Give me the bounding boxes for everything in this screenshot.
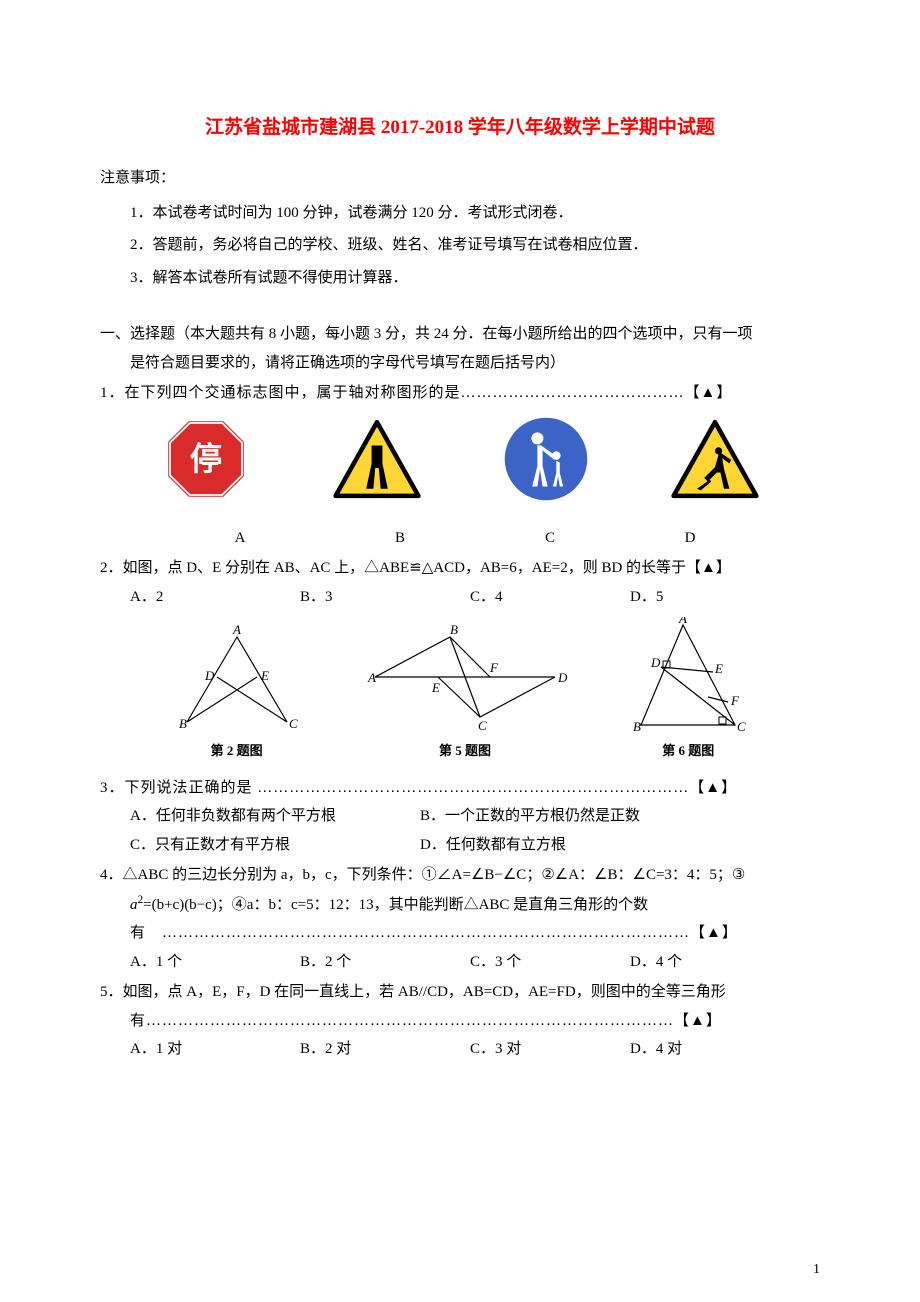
sign-pedestrian-icon [503, 416, 589, 502]
notice-item-3: 3．解答本试卷所有试题不得使用计算器． [100, 264, 820, 293]
q3-opt-c: C．只有正数才有平方根 [130, 831, 420, 860]
question-1: 1．在下列四个交通标志图中，属于轴对称图形的是……………………………………【▲】 [100, 379, 820, 408]
q4-opt-a: A．1 个 [130, 948, 300, 977]
notice-item-2: 2．答题前，务必将自己的学校、班级、姓名、准考证号填写在试卷相应位置． [100, 231, 820, 260]
q1-options: A B C D [100, 524, 820, 553]
svg-text:E: E [260, 668, 269, 683]
exam-title: 江苏省盐城市建湖县 2017-2018 学年八年级数学上学期中试题 [100, 110, 820, 146]
q1-opt-a: A [160, 524, 320, 553]
svg-text:A: A [678, 617, 687, 626]
sign-stop-icon: 停 [161, 414, 251, 504]
q4-a-italic: a [130, 897, 138, 913]
q2-opt-a: A．2 [130, 583, 300, 612]
exam-page: 江苏省盐城市建湖县 2017-2018 学年八年级数学上学期中试题 注意事项： … [0, 0, 920, 1302]
q1-opt-b: B [320, 524, 480, 553]
svg-text:B: B [179, 716, 187, 731]
svg-text:C: C [478, 718, 487, 732]
svg-text:D: D [204, 668, 215, 683]
svg-text:D: D [557, 670, 568, 685]
q1-opt-c: C [480, 524, 620, 553]
svg-text:C: C [737, 719, 746, 734]
svg-text:F: F [489, 660, 499, 675]
svg-text:A: A [232, 622, 241, 637]
figure-captions: 第 2 题图 第 5 题图 第 6 题图 [100, 739, 820, 764]
q4-line2-mid: =(b+c)(b−c)；④a：b：c=5：12：13，其中能判断△ABC 是直角… [143, 897, 648, 913]
q3-options: A．任何非负数都有两个平方根 B．一个正数的平方根仍然是正数 C．只有正数才有平… [100, 802, 820, 859]
fig-cap-2: 第 2 题图 [167, 739, 307, 764]
svg-text:E: E [714, 661, 723, 676]
q2-opt-d: D．5 [630, 583, 770, 612]
q5-opt-d: D．4 对 [630, 1035, 770, 1064]
question-5-line2: 有………………………………………………………………………………………【▲】 [100, 1007, 820, 1036]
svg-text:B: B [633, 719, 641, 734]
q5-opt-c: C．3 对 [470, 1035, 630, 1064]
q4-opt-c: C．3 个 [470, 948, 630, 977]
question-3: 3．下列说法正确的是 ………………………………………………………………………【▲… [100, 774, 820, 803]
notice-item-1: 1．本试卷考试时间为 100 分钟，试卷满分 120 分．考试形式闭卷． [100, 199, 820, 228]
notice-head: 注意事项： [100, 164, 820, 193]
q4-opt-d: D．4 个 [630, 948, 770, 977]
svg-text:B: B [450, 622, 458, 637]
question-4-line1: 4．△ABC 的三边长分别为 a，b，c，下列条件：①∠A=∠B−∠C；②∠A：… [100, 861, 820, 890]
sign-warning-narrow-icon [332, 418, 422, 500]
question-5-line1: 5．如图，点 A，E，F，D 在同一直线上，若 AB//CD，AB=CD，AE=… [100, 978, 820, 1007]
question-2: 2．如图，点 D、E 分别在 AB、AC 上，△ABE≌△ACD，AB=6，AE… [100, 554, 820, 583]
q2-opt-b: B．3 [300, 583, 470, 612]
q3-opt-b: B．一个正数的平方根仍然是正数 [420, 802, 640, 831]
q1-opt-d: D [620, 524, 760, 553]
q1-signs-row: 停 [100, 414, 820, 504]
fig-cap-5: 第 5 题图 [360, 739, 570, 764]
section-1-head-cont: 是符合题目要求的，请将正确选项的字母代号填写在题后括号内） [100, 349, 820, 378]
figure-q2-icon: A D E B C [167, 622, 307, 732]
svg-text:F: F [730, 693, 740, 708]
svg-text:E: E [431, 680, 440, 695]
q4-opt-b: B．2 个 [300, 948, 470, 977]
question-4-line3: 有 ………………………………………………………………………………………【▲】 [100, 919, 820, 948]
geometry-figures-row: A D E B C A B E F D C A D [100, 617, 820, 737]
q2-opt-c: C．4 [470, 583, 630, 612]
question-4-line2: a2=(b+c)(b−c)；④a：b：c=5：12：13，其中能判断△ABC 是… [100, 890, 820, 920]
svg-text:停: 停 [189, 441, 221, 477]
q3-opt-a: A．任何非负数都有两个平方根 [130, 802, 420, 831]
svg-text:C: C [289, 716, 298, 731]
sign-warning-work-icon [670, 418, 760, 500]
section-1-head: 一、选择题（本大题共有 8 小题，每小题 3 分，共 24 分．在每小题所给出的… [100, 320, 820, 349]
figure-q5-icon: A B E F D C [360, 622, 570, 732]
svg-text:D: D [650, 655, 661, 670]
page-number: 1 [813, 1257, 820, 1284]
q5-opt-a: A．1 对 [130, 1035, 300, 1064]
q5-opt-b: B．2 对 [300, 1035, 470, 1064]
fig-cap-6: 第 6 题图 [623, 739, 753, 764]
figure-q6-icon: A D E F B C [623, 617, 753, 737]
svg-text:A: A [367, 670, 376, 685]
q5-options: A．1 对 B．2 对 C．3 对 D．4 对 [100, 1035, 820, 1064]
q2-options: A．2 B．3 C．4 D．5 [100, 583, 820, 612]
q3-opt-d: D．任何数都有立方根 [420, 831, 566, 860]
q4-options: A．1 个 B．2 个 C．3 个 D．4 个 [100, 948, 820, 977]
